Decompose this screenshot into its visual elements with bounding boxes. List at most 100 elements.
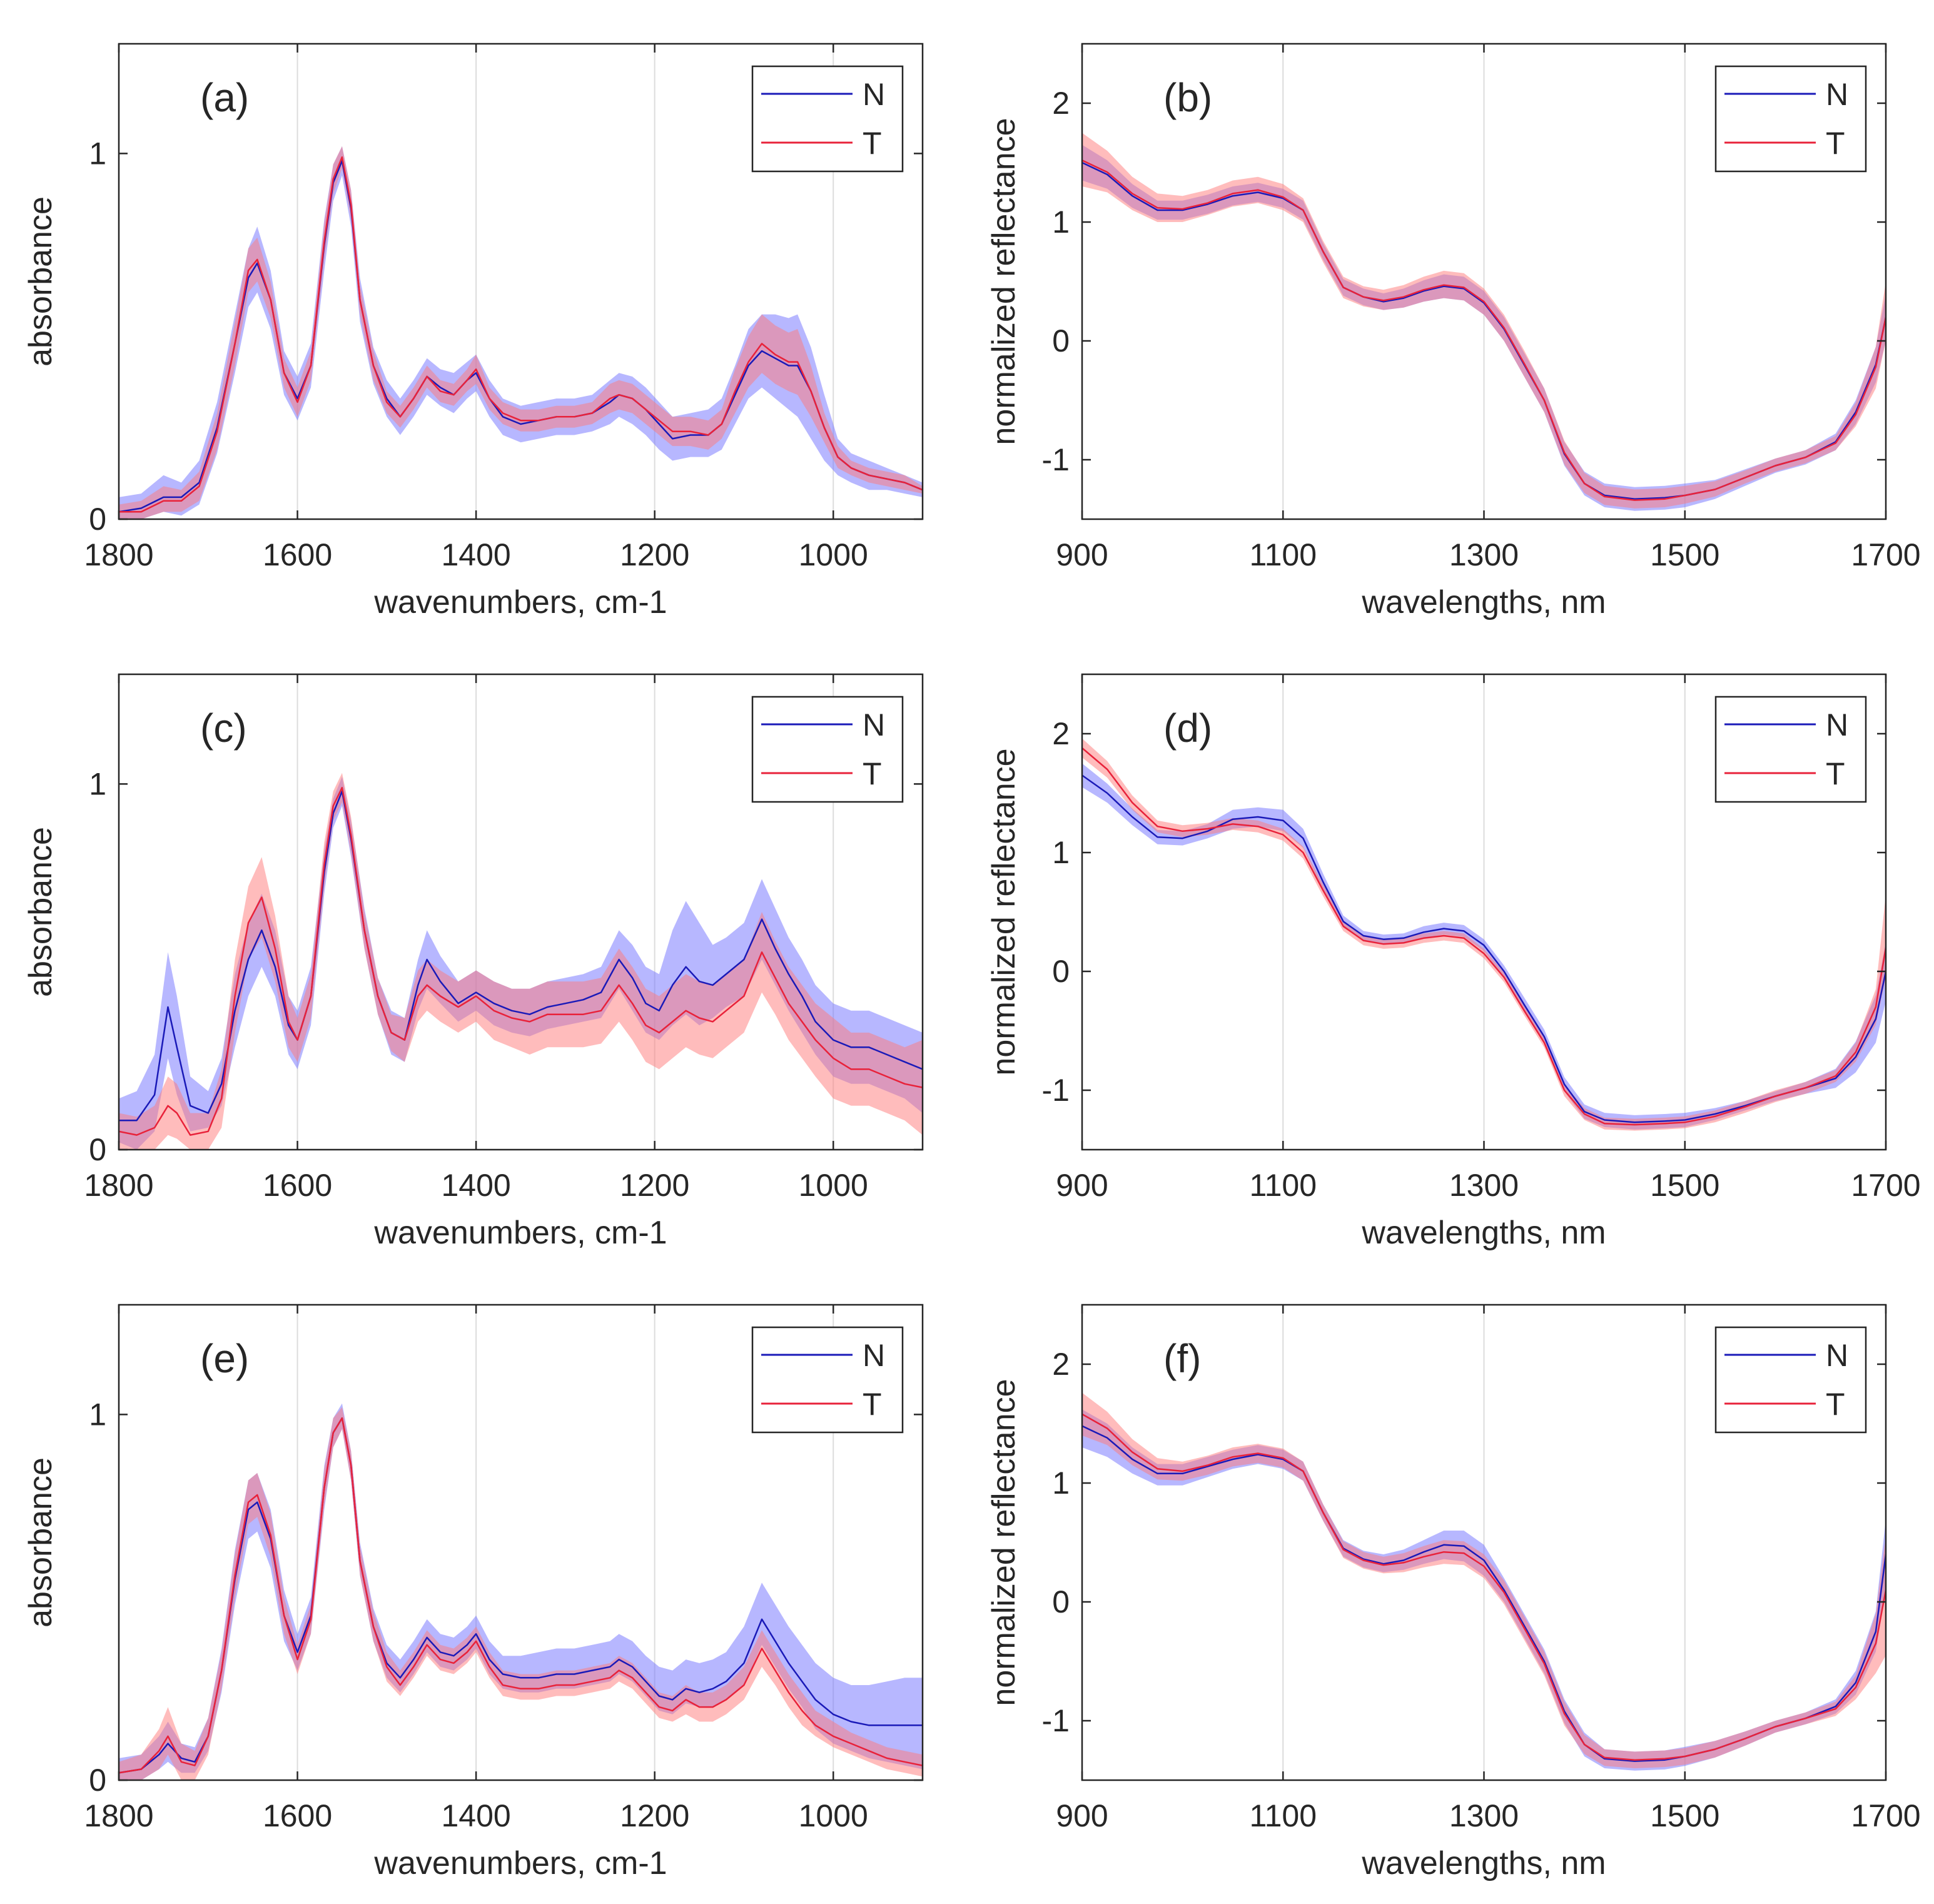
x-axis-label: wavelengths, nm [1361, 584, 1606, 620]
y-axis-label: absorbance [23, 827, 59, 997]
x-tick-label: 1600 [263, 537, 332, 572]
band-t [119, 146, 923, 519]
series-layer [1082, 133, 1886, 511]
x-axis-label: wavelengths, nm [1361, 1215, 1606, 1251]
axis-box [118, 673, 924, 1151]
band-t [1082, 738, 1886, 1131]
mean-line-t [1082, 160, 1886, 501]
mean-line-t [119, 1417, 923, 1774]
x-tick-label: 1700 [1851, 537, 1920, 572]
series-layer [119, 1403, 923, 1780]
y-axis-label: absorbance [23, 1457, 59, 1628]
mean-line-n [119, 1417, 923, 1774]
legend-label-t: T [1826, 756, 1845, 791]
mean-line-t [119, 786, 923, 1136]
x-tick-label: 1000 [799, 1168, 868, 1203]
panel-e: 1800 1600 1400 1200 1000 0 1 wavenumbers, cm-1 a… [23, 1304, 924, 1881]
x-tick-label: 900 [1056, 1168, 1108, 1203]
x-tick-label: 1800 [84, 537, 153, 572]
panel-c: 1800 1600 1400 1200 1000 0 1 wavenumbers, cm-1 a… [23, 673, 924, 1251]
x-tick-label: 1200 [620, 1168, 689, 1203]
y-tick-label: 0 [89, 1132, 106, 1167]
legend-label-n: N [1826, 77, 1848, 112]
x-tick-label: 1600 [263, 1798, 332, 1833]
x-tick-label: 1200 [620, 537, 689, 572]
legend-box [751, 65, 904, 173]
legend: NT [1714, 1326, 1867, 1434]
x-tick-label: 1300 [1449, 1168, 1519, 1203]
x-tick-label: 1400 [441, 1798, 510, 1833]
legend: NT [1714, 65, 1867, 173]
series-layer [1082, 1392, 1886, 1771]
panel-label: (e) [200, 1336, 249, 1381]
legend-label-t: T [863, 756, 882, 791]
y-tick-label: 2 [1052, 86, 1070, 121]
x-axis-label: wavenumbers, cm-1 [373, 584, 667, 620]
panel-label: (f) [1163, 1336, 1201, 1381]
x-tick-label: 1300 [1449, 1798, 1519, 1833]
band-n [119, 1403, 923, 1780]
series-layer [119, 772, 923, 1150]
x-tick-label: 900 [1056, 537, 1108, 572]
legend-label-t: T [863, 126, 882, 161]
y-tick-label: 0 [1052, 323, 1070, 358]
y-axis-label: normalized reflectance [986, 1379, 1022, 1706]
x-tick-label: 1400 [441, 537, 510, 572]
y-tick-label: 1 [89, 766, 106, 801]
x-tick-label: 1300 [1449, 537, 1519, 572]
panel-label: (a) [200, 75, 249, 120]
x-tick-label: 1400 [441, 1168, 510, 1203]
x-tick-label: 1000 [799, 537, 868, 572]
mean-line-n [1082, 774, 1886, 1123]
legend-label-n: N [863, 1338, 885, 1373]
panel-label: (b) [1163, 75, 1212, 120]
y-tick-label: 1 [89, 1397, 106, 1432]
x-tick-label: 1200 [620, 1798, 689, 1833]
legend-box [751, 1326, 904, 1434]
legend: NT [751, 1326, 904, 1434]
mean-line-t [119, 156, 923, 513]
y-tick-label: -1 [1042, 442, 1070, 477]
legend-label-n: N [863, 707, 885, 742]
x-axis-label: wavenumbers, cm-1 [373, 1845, 667, 1881]
y-tick-label: 0 [89, 1763, 106, 1798]
panel-label: (d) [1163, 706, 1212, 751]
y-axis-label: normalized reflectance [986, 748, 1022, 1075]
x-tick-label: 1700 [1851, 1168, 1920, 1203]
legend-label-n: N [1826, 707, 1848, 742]
panel-f: 900 1100 1300 1500 1700 -1 0 1 2 wavelengths, nm n… [986, 1304, 1921, 1881]
legend-box [1714, 65, 1867, 173]
x-tick-label: 900 [1056, 1798, 1108, 1833]
x-axis-label: wavenumbers, cm-1 [373, 1215, 667, 1251]
legend-box [751, 696, 904, 803]
x-tick-label: 1100 [1249, 1168, 1317, 1203]
x-axis-label: wavelengths, nm [1361, 1845, 1606, 1881]
band-t [119, 772, 923, 1150]
y-tick-label: 1 [1052, 205, 1070, 240]
panel-label: (c) [200, 706, 247, 751]
x-tick-label: 1500 [1650, 1168, 1719, 1203]
y-axis-label: normalized reflectance [986, 118, 1022, 445]
y-tick-label: 2 [1052, 716, 1070, 751]
y-tick-label: 1 [89, 136, 106, 171]
legend-label-t: T [1826, 126, 1845, 161]
x-tick-label: 1800 [84, 1798, 153, 1833]
x-tick-label: 1000 [799, 1798, 868, 1833]
y-tick-label: 1 [1052, 1466, 1070, 1501]
x-tick-label: 1800 [84, 1168, 153, 1203]
axis-box [118, 1304, 924, 1781]
panel-a: 1800 1600 1400 1200 1000 0 1 wavenumbers, cm-1 a… [23, 43, 924, 620]
panel-d: 900 1100 1300 1500 1700 -1 0 1 2 wavelengths, nm n… [986, 673, 1921, 1251]
x-tick-label: 1100 [1249, 537, 1317, 572]
legend: NT [751, 65, 904, 173]
y-tick-label: -1 [1042, 1703, 1070, 1738]
legend-label-t: T [1826, 1387, 1845, 1422]
legend-label-n: N [1826, 1338, 1848, 1373]
legend: NT [751, 696, 904, 803]
series-layer [1082, 738, 1886, 1131]
y-tick-label: 2 [1052, 1347, 1070, 1382]
mean-line-n [119, 790, 923, 1122]
x-tick-label: 1600 [263, 1168, 332, 1203]
y-axis-label: absorbance [23, 196, 59, 367]
